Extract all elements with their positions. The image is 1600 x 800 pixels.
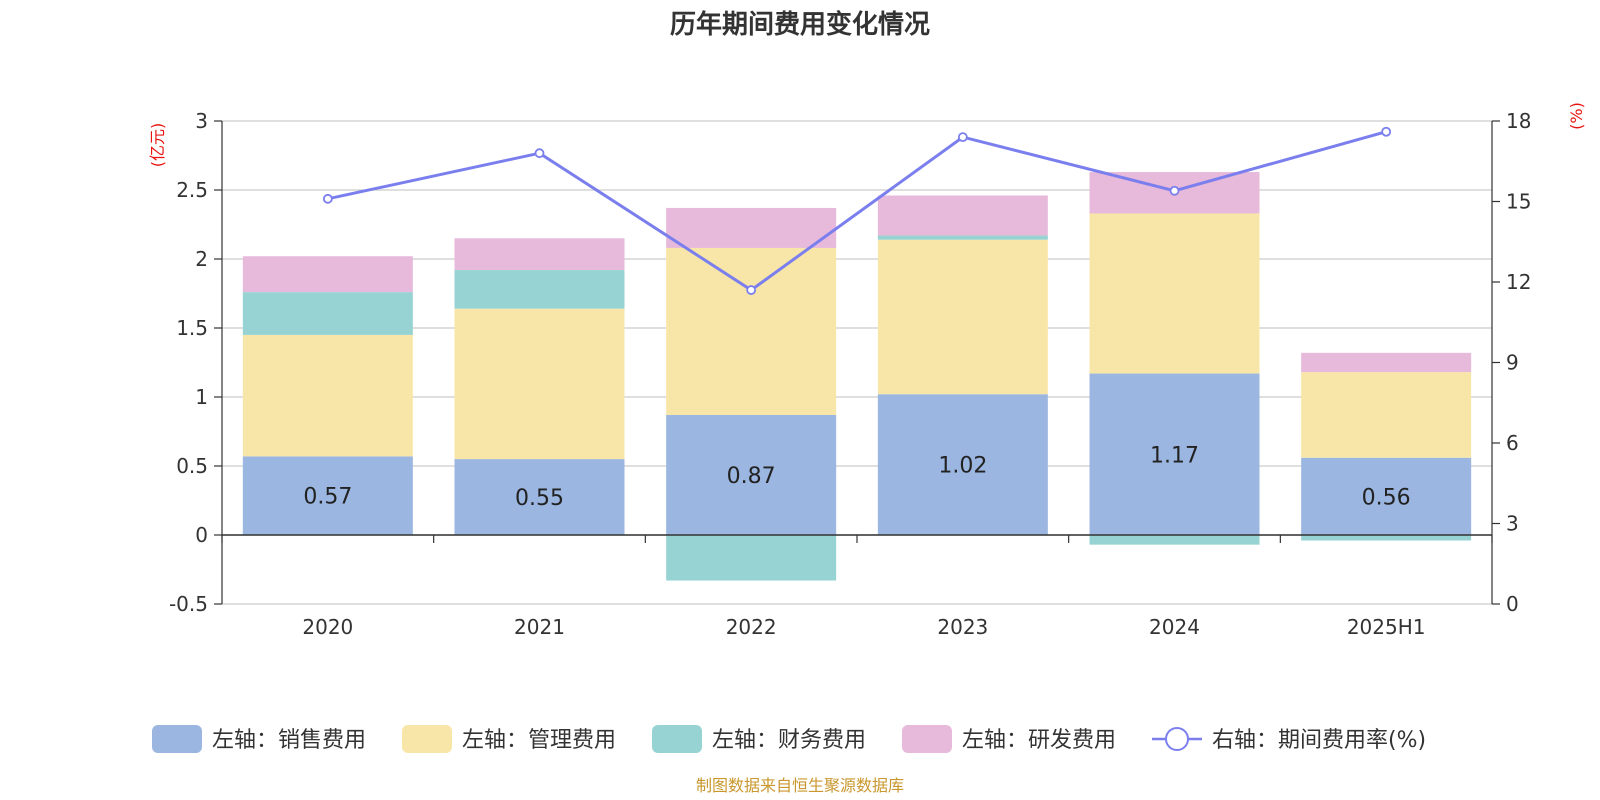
data-label: 0.87: [727, 464, 776, 489]
left-tick-label: 2: [195, 247, 208, 271]
bars: [242, 172, 1472, 581]
bar-segment: [1089, 213, 1260, 374]
rate-point: [534, 148, 545, 159]
bar-segment: [666, 414, 837, 535]
bar-segment: [454, 308, 625, 460]
rate-line: [322, 126, 1392, 295]
data-label: 0.56: [1362, 485, 1411, 510]
rate-line-path: [327, 130, 1387, 292]
legend: 左轴：销售费用 左轴：管理费用 左轴：财务费用 左轴：研发费用 右轴：期间费用率(%): [152, 725, 1426, 753]
data-label: 0.57: [303, 485, 352, 510]
bar-segment: [877, 235, 1048, 240]
bar-segment: [1301, 535, 1472, 541]
source-note: 制图数据来自恒生聚源数据库: [696, 776, 904, 795]
bar-segment: [1301, 352, 1472, 373]
bar-segment: [1301, 457, 1472, 535]
right-tick-label: 9: [1506, 351, 1519, 375]
left-tick-label: 3: [195, 109, 208, 133]
bar-segment: [666, 207, 837, 248]
bar-segment: [454, 270, 625, 309]
left-axis-unit: (亿元): [148, 123, 167, 168]
left-tick-label: 2.5: [176, 178, 208, 202]
left-tick-label: 0.5: [176, 454, 208, 478]
bar-segment: [242, 334, 413, 457]
right-tick-label: 12: [1506, 270, 1531, 294]
legend-swatch: [902, 725, 952, 753]
legend-marker: [1165, 727, 1189, 751]
axes: 3 2.5 2 1.5 1 0.5 0 -0.5 18 15 12 9 6 3 0 2020 2021 2022 2…: [169, 109, 1531, 639]
rate-point: [746, 285, 757, 295]
legend-label: 左轴：管理费用: [462, 728, 616, 753]
bar-segment: [454, 238, 625, 271]
legend-swatch: [152, 725, 202, 753]
left-tick-label: -0.5: [169, 592, 208, 616]
data-label: 0.55: [515, 486, 564, 511]
bar-segment: [877, 239, 1048, 395]
x-tick-label: 2022: [726, 615, 777, 639]
rate-point: [1169, 185, 1180, 196]
data-labels: 0.57 0.55 0.87 1.02 1.17 0.56: [303, 443, 1410, 511]
bar-segment: [454, 459, 625, 535]
bar-segment: [242, 456, 413, 535]
right-tick-label: 0: [1506, 592, 1519, 616]
bar-segment: [1301, 372, 1472, 458]
data-label: 1.02: [938, 454, 987, 479]
data-label: 1.17: [1150, 443, 1199, 468]
bar-segment: [666, 247, 837, 415]
x-tick-label: 2025H1: [1347, 615, 1426, 639]
bar-segment: [1089, 535, 1260, 545]
rate-point: [1381, 126, 1392, 137]
right-tick-label: 15: [1506, 190, 1531, 214]
legend-label: 左轴：研发费用: [962, 728, 1116, 753]
x-tick-label: 2021: [514, 615, 565, 639]
legend-swatch: [652, 725, 702, 753]
bar-segment: [877, 195, 1048, 236]
bar-segment: [877, 394, 1048, 535]
x-tick-label: 2024: [1149, 615, 1200, 639]
bar-segment: [242, 256, 413, 293]
legend-label: 左轴：销售费用: [212, 728, 366, 753]
right-tick-label: 3: [1506, 512, 1519, 536]
left-tick-label: 1: [195, 385, 208, 409]
rate-point: [957, 132, 968, 143]
x-tick-label: 2023: [937, 615, 988, 639]
chart-title: 历年期间费用变化情况: [670, 9, 930, 40]
legend-label: 左轴：财务费用: [712, 728, 866, 753]
bar-segment: [242, 292, 413, 335]
left-tick-label: 1.5: [176, 316, 208, 340]
rate-point: [322, 193, 333, 204]
legend-swatch: [402, 725, 452, 753]
right-tick-label: 6: [1506, 431, 1519, 455]
right-tick-label: 18: [1506, 109, 1531, 133]
legend-label: 右轴：期间费用率(%): [1212, 728, 1426, 753]
right-axis-unit: (%): [1567, 102, 1586, 130]
x-tick-label: 2020: [302, 615, 353, 639]
bar-segment: [666, 535, 837, 581]
bar-segment: [1089, 373, 1260, 535]
left-tick-label: 0: [195, 523, 208, 547]
